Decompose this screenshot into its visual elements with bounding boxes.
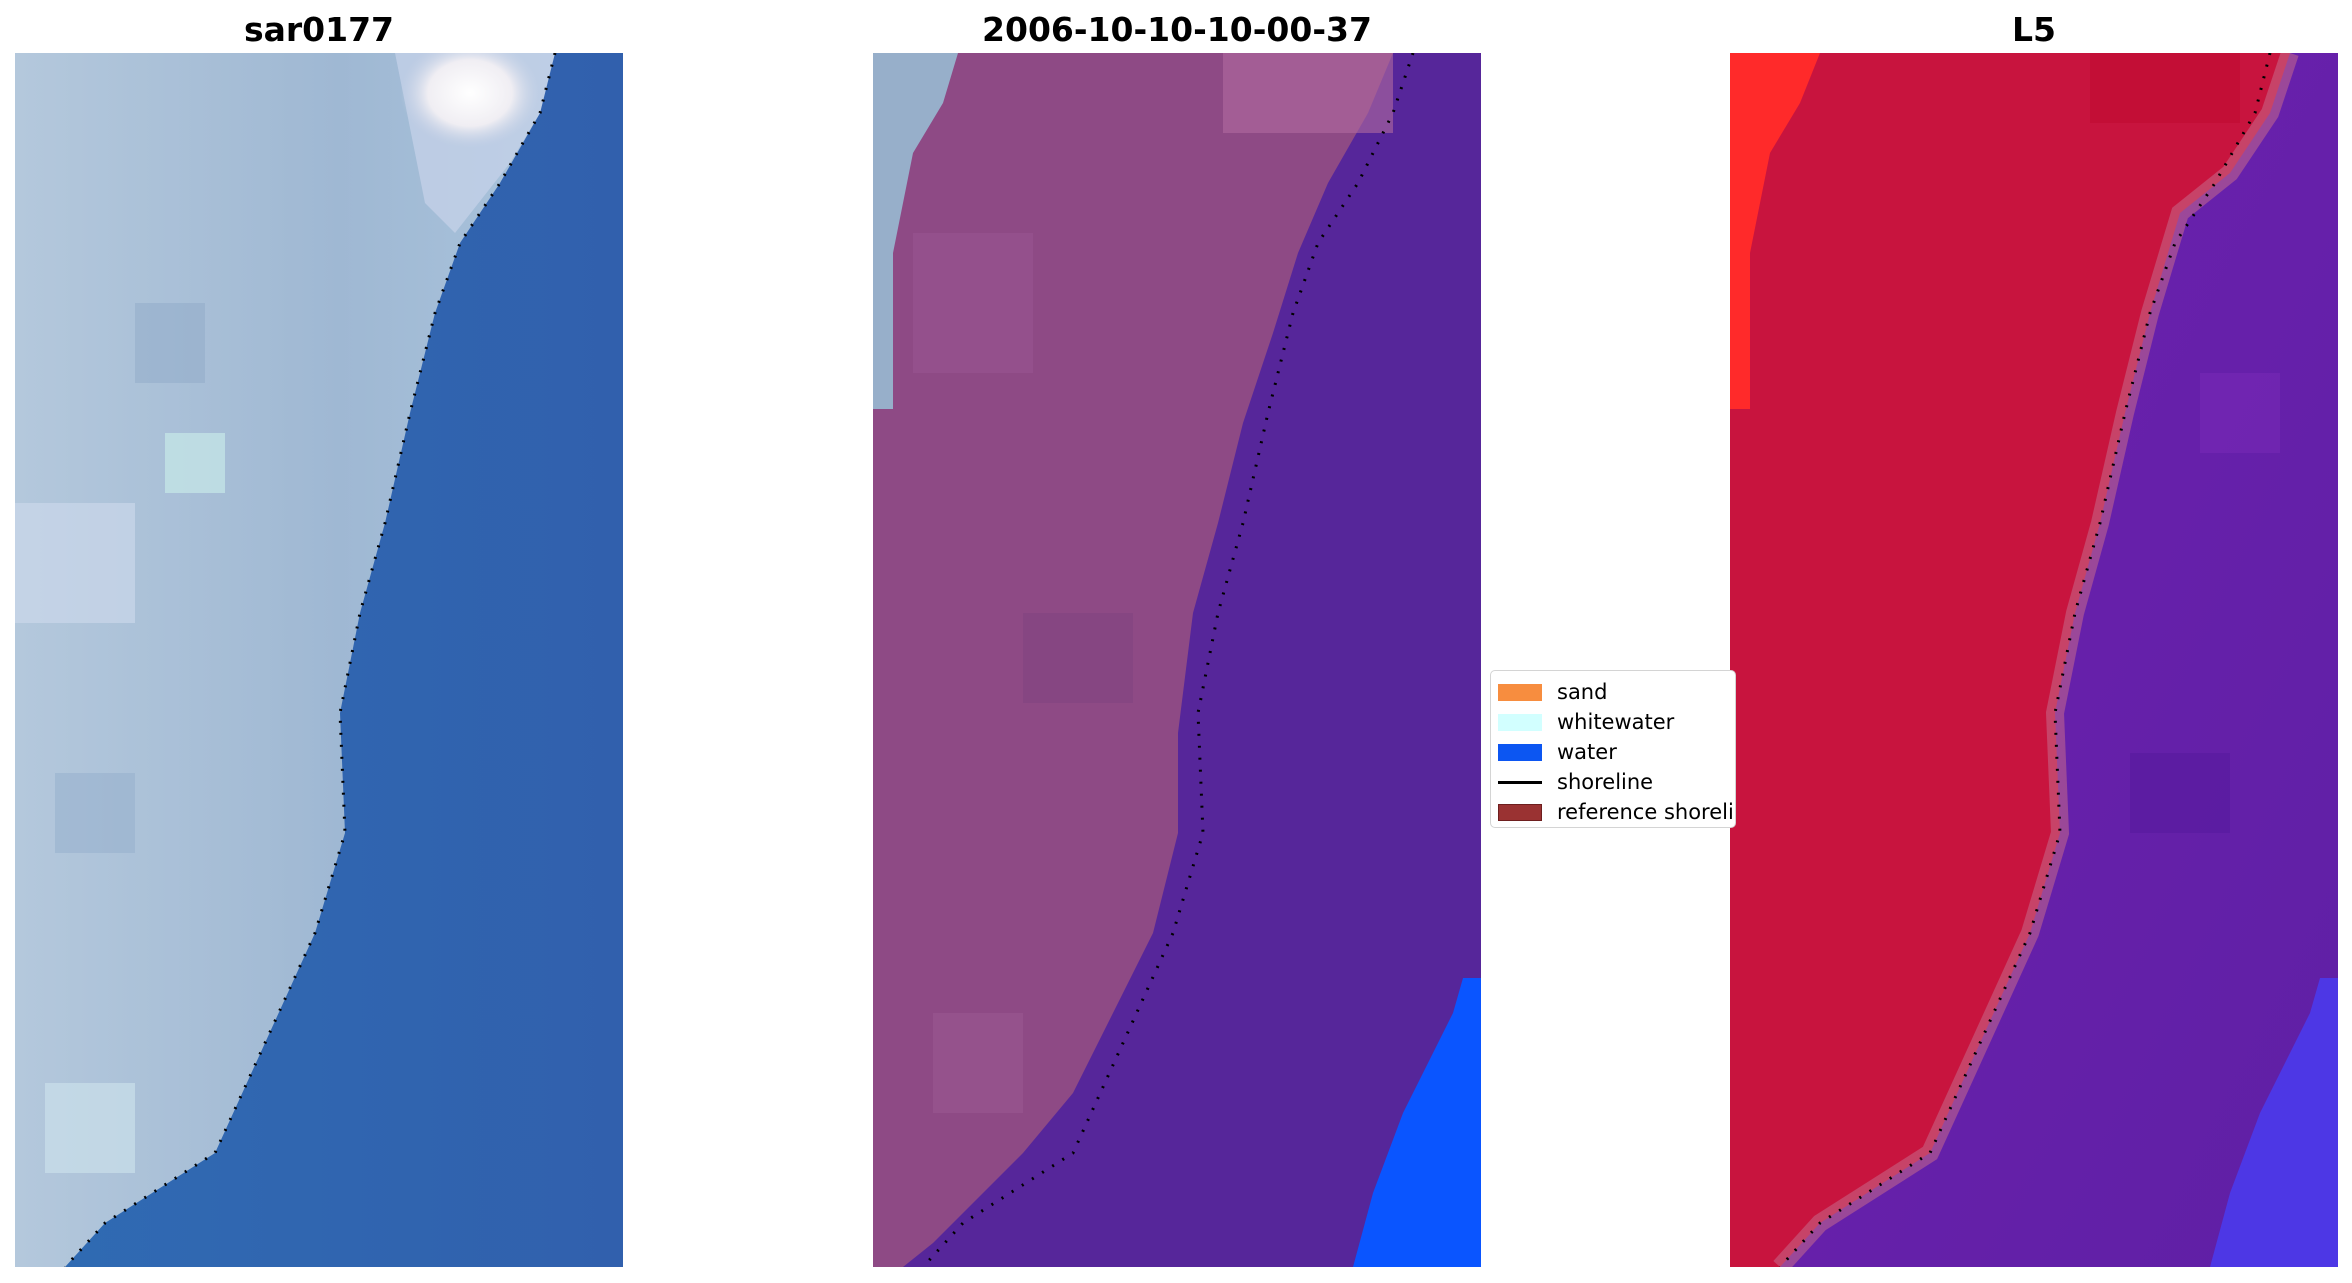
legend-label-whitewater: whitewater [1557,710,1675,734]
classified-image-panel [873,53,1481,1267]
legend-swatch-reference-shoreline [1498,803,1542,821]
legend-item-reference-shoreline: reference shoreline [1491,797,1735,827]
legend: sand whitewater water shoreline referenc… [1490,670,1736,828]
legend-label-shoreline: shoreline [1557,770,1654,794]
legend-label-water: water [1557,740,1617,764]
rgb-image-panel [15,53,623,1267]
panel-title-classified: 2006-10-10-10-00-37 [982,10,1372,49]
legend-label-sand: sand [1557,680,1608,704]
legend-swatch-sand [1498,683,1542,701]
index-image [1730,53,2338,1267]
legend-item-whitewater: whitewater [1491,707,1735,737]
index-image-panel [1730,53,2338,1267]
legend-swatch-whitewater [1498,713,1542,731]
legend-swatch-water [1498,743,1542,761]
panel-title-rgb: sar0177 [243,10,395,49]
legend-item-shoreline: shoreline [1491,767,1735,797]
panel-title-index: L5 [2012,10,2056,49]
classified-image [873,53,1481,1267]
rgb-image [15,53,623,1267]
legend-label-reference-shoreline: reference shoreline [1557,800,1735,824]
legend-item-water: water [1491,737,1735,767]
legend-swatch-shoreline [1498,774,1542,791]
legend-item-sand: sand [1491,677,1735,707]
